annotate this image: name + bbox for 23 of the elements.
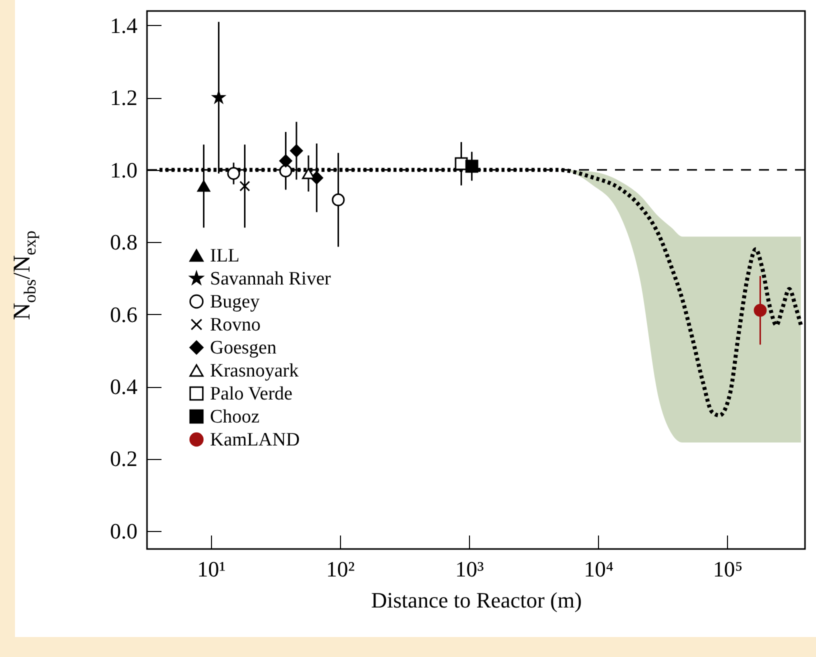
legend-label: Krasnoyark [210, 360, 300, 382]
y-tick-label: 1.0 [110, 157, 138, 182]
x-tick-label: 10⁴ [584, 556, 614, 582]
x-axis-title: Distance to Reactor (m) [371, 588, 582, 612]
legend-label: Chooz [210, 406, 260, 428]
x-tick-label: 10³ [455, 556, 484, 582]
y-tick-label: 0.4 [110, 374, 138, 400]
legend-label: KamLAND [210, 430, 300, 450]
y-tick-label: 0.0 [110, 518, 138, 544]
legend-label: Savannah River [210, 268, 332, 290]
y-tick-label: 0.2 [110, 446, 138, 472]
legend-label: Bugey [210, 292, 260, 312]
legend-label: ILL [210, 246, 240, 266]
legend-label: Rovno [210, 314, 261, 336]
y-tick-label: 1.2 [110, 85, 138, 110]
x-tick-label: 10² [326, 556, 356, 582]
y-tick-label: 0.8 [110, 230, 138, 255]
y-tick-label: 0.6 [110, 302, 138, 327]
legend-label: Goesgen [210, 338, 277, 358]
legend-label: Palo Verde [210, 384, 292, 404]
x-tick-label: 10¹ [197, 556, 226, 582]
x-tick-label: 10⁵ [712, 556, 743, 582]
y-tick-label: 1.4 [110, 12, 138, 38]
